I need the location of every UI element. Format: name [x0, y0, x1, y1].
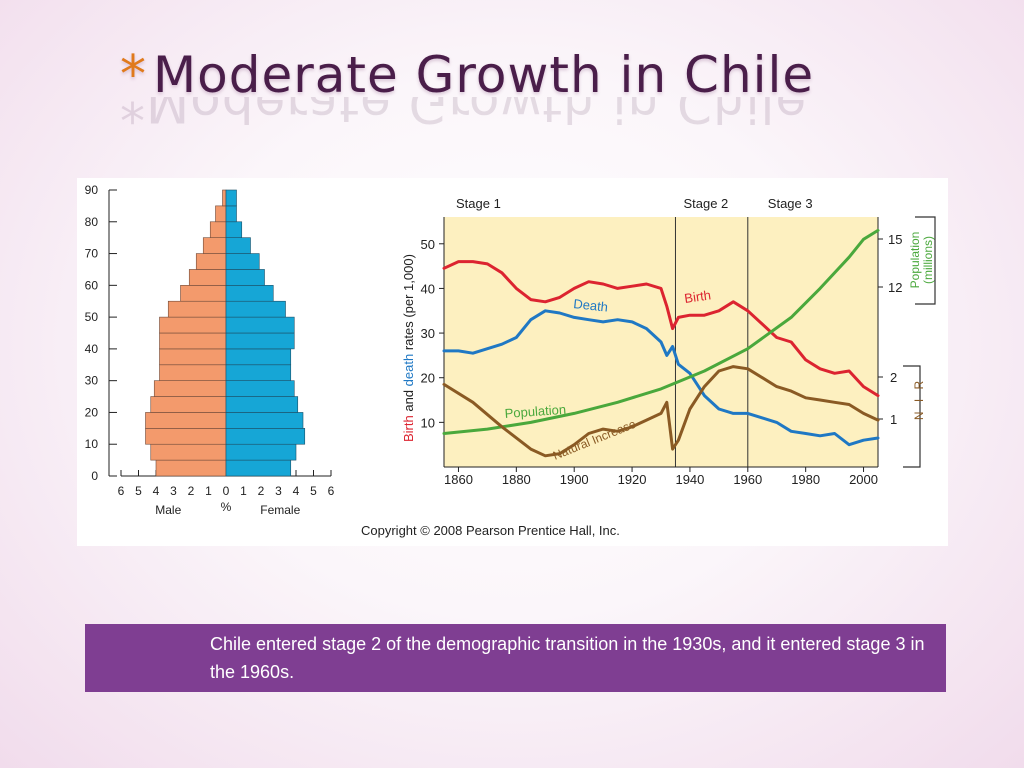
- rate-y-tick-label: 40: [421, 281, 435, 296]
- population-line-label: Population: [504, 402, 566, 421]
- rate-y-axis-label-part: rates (per 1,000): [401, 254, 416, 354]
- population-line: [442, 228, 880, 435]
- pyramid-x-tick-label: 3: [275, 484, 282, 498]
- pyramid-y-tick-label: 20: [85, 405, 99, 419]
- pyramid-x-tick-label: 3: [170, 484, 177, 498]
- pyramid-male-label: Male: [155, 503, 181, 517]
- pyramid-y-tick-label: 90: [85, 183, 99, 197]
- pyramid-bar-female: [225, 189, 237, 207]
- stage-label: Stage 1: [456, 196, 501, 211]
- rate-y-tick-label: 30: [421, 326, 435, 341]
- rate-y-tick-label: 50: [421, 237, 435, 252]
- pyramid-x-tick-label: 2: [258, 484, 265, 498]
- natural-increase-line: [442, 365, 880, 458]
- year-x-tick-label: 1920: [618, 472, 647, 487]
- pyramid-x-tick-label: 0: [223, 484, 230, 498]
- demographic-transition-chart: Stage 1 Stage 2 Stage 3 10 20 30 40 50 Birth and…: [401, 196, 936, 487]
- pyramid-x-tick-label: 4: [153, 484, 160, 498]
- year-x-tick-label: 2000: [849, 472, 878, 487]
- death-rate-line: [442, 309, 880, 447]
- pyramid-y-tick-label: 80: [85, 215, 99, 229]
- pyramid-x-tick-label: 2: [188, 484, 195, 498]
- year-x-tick-label: 1960: [733, 472, 762, 487]
- pyramid-x-tick-label: 5: [310, 484, 317, 498]
- death-line-label: Death: [573, 296, 609, 315]
- caption-box: Chile entered stage 2 of the demographic…: [85, 624, 946, 692]
- birth-line-label: Birth: [683, 287, 712, 306]
- year-x-tick-label: 1940: [675, 472, 704, 487]
- year-x-tick-label: 1980: [791, 472, 820, 487]
- rate-y-axis-label-part: death: [401, 354, 416, 387]
- year-x-tick-label: 1880: [502, 472, 531, 487]
- copyright-notice: Copyright © 2008 Pearson Prentice Hall, …: [361, 523, 620, 538]
- caption-text: Chile entered stage 2 of the demographic…: [210, 634, 925, 682]
- population-bracket: [915, 216, 936, 305]
- pyramid-y-tick-label: 50: [85, 310, 99, 324]
- nir-axis-label: N I R: [912, 378, 926, 420]
- figure-panel: 0 10 20 30 40 50 60 70 80 90 6 5 4 3 2 1 0 1 2 3 4 5 6 Male Fema…: [77, 178, 948, 546]
- pyramid-y-tick-label: 60: [85, 278, 99, 292]
- rate-y-tick-label: 20: [421, 371, 435, 386]
- pyramid-y-tick-label: 0: [91, 469, 98, 483]
- pyramid-x-unit: %: [221, 500, 232, 514]
- stage-label: Stage 2: [683, 196, 728, 211]
- title-text: Moderate Growth in Chile: [153, 46, 815, 104]
- population-axis-label-line: (millions): [921, 236, 935, 284]
- rate-y-axis-label-part: Birth: [401, 415, 416, 442]
- pyramid-x-tick-label: 4: [293, 484, 300, 498]
- rate-y-axis-label-part: and: [401, 386, 416, 415]
- year-x-tick-label: 1900: [560, 472, 589, 487]
- nir-bracket: [903, 365, 921, 468]
- pyramid-y-tick-label: 30: [85, 374, 99, 388]
- population-axis-label: Population(millions): [908, 232, 935, 289]
- rate-y-tick-label: 10: [421, 415, 435, 430]
- nir-y-tick-label: 2: [890, 370, 897, 385]
- population-y-tick-label: 12: [888, 280, 902, 295]
- birth-rate-line: [442, 260, 880, 398]
- pyramid-y-tick-label: 10: [85, 437, 99, 451]
- title-reflection: *Moderate Growth in Chile: [120, 97, 808, 133]
- pyramid-x-tick-label: 1: [205, 484, 212, 498]
- rate-y-axis-label: Birth and death rates (per 1,000): [401, 254, 416, 442]
- year-x-tick-label: 1860: [444, 472, 473, 487]
- nir-y-tick-label: 1: [890, 412, 897, 427]
- pyramid-x-tick-label: 6: [328, 484, 335, 498]
- pyramid-x-tick-label: 6: [118, 484, 125, 498]
- pyramid-x-tick-label: 1: [240, 484, 247, 498]
- pyramid-female-label: Female: [260, 503, 300, 517]
- title-bullet: *: [120, 45, 147, 105]
- pyramid-y-tick-label: 40: [85, 342, 99, 356]
- pyramid-y-tick-label: 70: [85, 247, 99, 261]
- population-y-tick-label: 15: [888, 232, 902, 247]
- stage-label: Stage 3: [768, 196, 813, 211]
- population-axis-label-line: Population: [908, 232, 922, 289]
- pyramid-x-tick-label: 5: [135, 484, 142, 498]
- slide-title: * Moderate Growth in Chile: [120, 40, 980, 110]
